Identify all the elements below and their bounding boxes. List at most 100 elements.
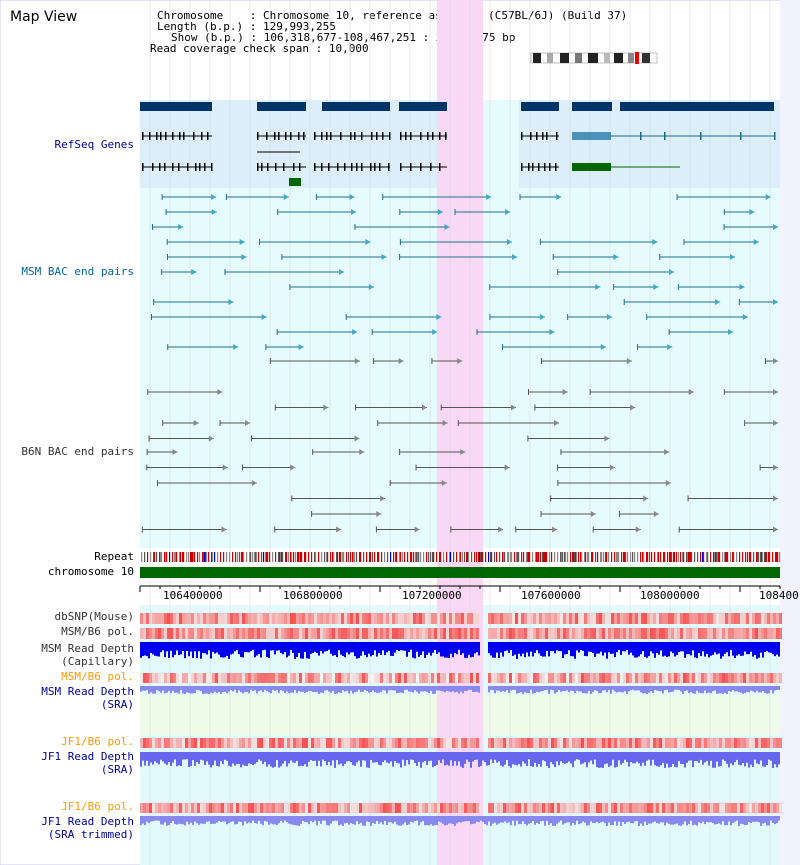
depth-bar <box>194 642 196 652</box>
depth-bar <box>688 686 690 694</box>
label-dbsnp[interactable]: dbSNP(Mouse) <box>54 610 134 623</box>
depth-bar <box>608 642 610 653</box>
pol-cell <box>767 628 770 639</box>
depth-bar <box>372 752 374 763</box>
depth-bar <box>286 642 288 658</box>
depth-bar <box>512 642 514 656</box>
depth-bar <box>730 686 732 692</box>
repeat-track[interactable] <box>140 552 781 562</box>
repeat-mark <box>417 552 419 562</box>
label-b6n-bac[interactable]: B6N BAC end pairs <box>21 445 134 458</box>
chromosome-bar[interactable] <box>140 567 780 578</box>
pol-cell <box>398 738 401 748</box>
repeat-mark <box>153 552 155 562</box>
label-jf1-pol-2[interactable]: JF1/B6 pol. <box>61 800 134 813</box>
pol-cell <box>581 673 584 683</box>
pol-cell <box>656 673 659 683</box>
depth-bar <box>726 752 728 764</box>
depth-bar <box>770 816 772 821</box>
depth-bar <box>366 752 368 768</box>
label-jf1-pol-1[interactable]: JF1/B6 pol. <box>61 735 134 748</box>
depth-bar <box>382 752 384 762</box>
pol-cell <box>203 738 206 748</box>
pol-cell <box>191 613 194 624</box>
pol-cell <box>731 803 734 813</box>
label-repeat[interactable]: Repeat <box>94 550 134 563</box>
depth-bar <box>166 642 168 652</box>
depth-bar <box>178 752 180 766</box>
depth-bar <box>566 686 568 691</box>
read-depth-tracks[interactable] <box>140 642 780 826</box>
pol-cell <box>764 628 767 639</box>
label-msm-b6-pol-sra[interactable]: MSM/B6 pol. <box>61 670 134 683</box>
label-msm-bac[interactable]: MSM BAC end pairs <box>21 265 134 278</box>
depth-bar <box>590 816 592 822</box>
repeat-mark <box>255 552 257 562</box>
label-chromosome[interactable]: chromosome 10 <box>47 565 134 578</box>
depth-bar <box>662 752 664 763</box>
label-jf1-depth-1[interactable]: JF1 Read Depth <box>41 750 134 763</box>
bac-arrow <box>421 404 427 411</box>
depth-bar <box>318 752 320 761</box>
repeat-mark <box>169 552 171 562</box>
repeat-mark <box>199 552 201 562</box>
depth-bar <box>474 686 476 692</box>
depth-bar <box>382 816 384 825</box>
pol-cell <box>734 613 737 624</box>
pol-cell <box>383 803 386 813</box>
repeat-mark <box>203 552 205 562</box>
depth-bar <box>428 686 430 694</box>
depth-bar <box>506 686 508 691</box>
depth-bar <box>486 752 488 766</box>
pol-cell <box>734 673 737 683</box>
pol-cell <box>182 803 185 813</box>
depth-bar <box>272 816 274 825</box>
pol-cell <box>632 738 635 748</box>
label-msm-depth-cap[interactable]: MSM Read Depth <box>41 642 134 655</box>
depth-bar <box>696 752 698 762</box>
pol-cell <box>596 738 599 748</box>
label-msm-b6-pol[interactable]: MSM/B6 pol. <box>61 625 134 638</box>
pol-cell <box>311 803 314 813</box>
pol-cell <box>356 738 359 748</box>
pol-cell <box>515 628 518 639</box>
depth-bar <box>432 752 434 768</box>
repeat-mark <box>291 552 293 562</box>
chromosome-ideogram[interactable] <box>530 52 658 64</box>
label-msm-depth-sra[interactable]: MSM Read Depth <box>41 685 134 698</box>
depth-bar <box>228 686 230 692</box>
depth-bar <box>698 686 700 693</box>
pol-cell <box>452 613 455 624</box>
depth-bar <box>306 686 308 692</box>
bac-arrow <box>239 239 245 245</box>
pol-cell <box>431 613 434 624</box>
depth-bar <box>496 816 498 825</box>
depth-bar <box>230 752 232 767</box>
depth-bar <box>232 816 234 822</box>
depth-bar <box>296 816 298 826</box>
depth-bar <box>220 816 222 823</box>
depth-bar <box>398 816 400 826</box>
exon <box>142 132 144 140</box>
depth-bar <box>744 642 746 652</box>
repeat-mark <box>567 552 569 562</box>
polymorphism-heat-tracks[interactable] <box>140 613 782 813</box>
depth-bar <box>768 816 770 826</box>
pol-cell <box>509 738 512 748</box>
depth-bar <box>580 686 582 692</box>
label-refseq-genes[interactable]: RefSeq Genes <box>54 138 134 151</box>
depth-bar <box>170 686 172 694</box>
pol-cell <box>599 613 602 624</box>
depth-bar <box>370 816 372 826</box>
msm-bac-pairs[interactable] <box>150 194 778 350</box>
depth-bar <box>534 752 536 763</box>
refseq-gene-models[interactable] <box>140 102 776 186</box>
label-jf1-depth-2[interactable]: JF1 Read Depth <box>41 815 134 828</box>
pol-cell <box>572 628 575 639</box>
b6n-bac-pairs[interactable] <box>141 358 778 533</box>
pol-cell <box>407 803 410 813</box>
depth-bar <box>660 816 662 823</box>
depth-bar <box>516 642 518 659</box>
pol-cell <box>581 738 584 748</box>
